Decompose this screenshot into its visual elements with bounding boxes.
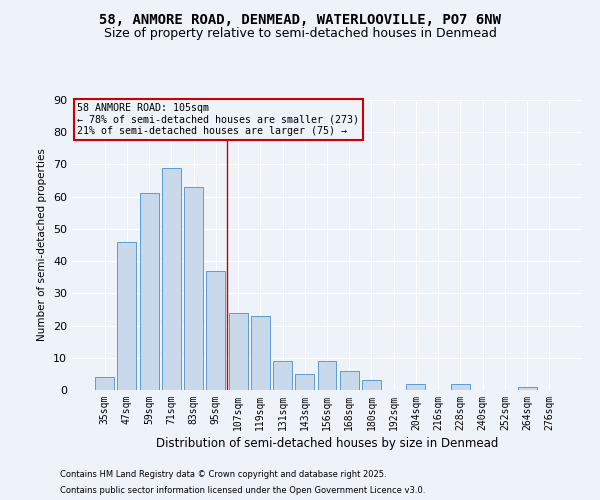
Bar xyxy=(273,361,292,390)
Bar xyxy=(95,377,114,390)
Bar xyxy=(184,187,203,390)
Bar xyxy=(518,387,536,390)
Bar xyxy=(406,384,425,390)
Text: Contains HM Land Registry data © Crown copyright and database right 2025.: Contains HM Land Registry data © Crown c… xyxy=(60,470,386,479)
Bar xyxy=(340,370,359,390)
Y-axis label: Number of semi-detached properties: Number of semi-detached properties xyxy=(37,148,47,342)
Bar xyxy=(229,312,248,390)
Bar xyxy=(451,384,470,390)
Bar xyxy=(251,316,270,390)
Text: Contains public sector information licensed under the Open Government Licence v3: Contains public sector information licen… xyxy=(60,486,425,495)
Bar xyxy=(362,380,381,390)
X-axis label: Distribution of semi-detached houses by size in Denmead: Distribution of semi-detached houses by … xyxy=(156,437,498,450)
Bar xyxy=(162,168,181,390)
Text: 58 ANMORE ROAD: 105sqm
← 78% of semi-detached houses are smaller (273)
21% of se: 58 ANMORE ROAD: 105sqm ← 78% of semi-det… xyxy=(77,103,359,136)
Bar xyxy=(317,361,337,390)
Bar xyxy=(118,242,136,390)
Text: Size of property relative to semi-detached houses in Denmead: Size of property relative to semi-detach… xyxy=(104,28,496,40)
Bar xyxy=(206,271,225,390)
Bar xyxy=(295,374,314,390)
Text: 58, ANMORE ROAD, DENMEAD, WATERLOOVILLE, PO7 6NW: 58, ANMORE ROAD, DENMEAD, WATERLOOVILLE,… xyxy=(99,12,501,26)
Bar xyxy=(140,194,158,390)
